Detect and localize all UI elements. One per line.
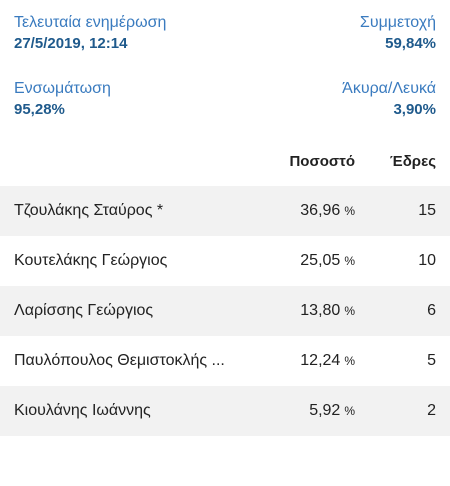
invalid-blank-value: 3,90% (393, 101, 436, 118)
table-row[interactable]: Τζουλάκης Σταύρος * 36,96% 15 (0, 186, 450, 236)
results-summary: Τελευταία ενημέρωση 27/5/2019, 12:14 Συμ… (0, 0, 450, 138)
candidate-seats: 15 (418, 202, 436, 219)
candidate-seats: 2 (427, 402, 436, 419)
last-update-value: 27/5/2019, 12:14 (14, 35, 128, 52)
candidate-percent: 25,05% (300, 252, 355, 269)
integration-stat: Ενσωμάτωση 95,28% (14, 80, 111, 119)
percent-column-header: Ποσοστό (289, 153, 355, 170)
candidate-percent: 5,92% (309, 402, 355, 419)
candidate-name: Λαρίσσης Γεώργιος (14, 302, 154, 319)
last-update-label: Τελευταία ενημέρωση (14, 14, 167, 31)
turnout-stat: Συμμετοχή 59,84% (360, 14, 436, 53)
candidate-seats: 10 (418, 252, 436, 269)
candidate-percent: 12,24% (300, 352, 355, 369)
turnout-label: Συμμετοχή (359, 14, 436, 31)
table-row-partial (0, 436, 450, 486)
results-table-header: Ποσοστό Έδρες (0, 138, 450, 186)
turnout-value: 59,84% (385, 35, 436, 52)
results-table: Ποσοστό Έδρες Τζουλάκης Σταύρος * 36,96%… (0, 138, 450, 486)
candidate-percent: 13,80% (300, 302, 355, 319)
candidate-name: Κιουλάνης Ιωάννης (14, 402, 151, 419)
table-row[interactable]: Κιουλάνης Ιωάννης 5,92% 2 (0, 386, 450, 436)
integration-label: Ενσωμάτωση (14, 80, 111, 97)
candidate-seats: 6 (427, 302, 436, 319)
candidate-name: Παυλόπουλος Θεμιστοκλής ... (14, 352, 225, 369)
candidate-percent: 36,96% (300, 202, 355, 219)
seats-column-header: Έδρες (389, 153, 436, 170)
invalid-blank-stat: Άκυρα/Λευκά 3,90% (342, 80, 436, 119)
table-row[interactable]: Λαρίσσης Γεώργιος 13,80% 6 (0, 286, 450, 336)
invalid-blank-label: Άκυρα/Λευκά (342, 80, 436, 97)
candidate-name: Τζουλάκης Σταύρος * (14, 202, 164, 219)
table-row[interactable]: Παυλόπουλος Θεμιστοκλής ... 12,24% 5 (0, 336, 450, 386)
integration-value: 95,28% (14, 101, 65, 118)
candidate-seats: 5 (427, 352, 436, 369)
last-update-stat: Τελευταία ενημέρωση 27/5/2019, 12:14 (14, 14, 166, 53)
table-row[interactable]: Κουτελάκης Γεώργιος 25,05% 10 (0, 236, 450, 286)
candidate-name: Κουτελάκης Γεώργιος (14, 252, 168, 269)
